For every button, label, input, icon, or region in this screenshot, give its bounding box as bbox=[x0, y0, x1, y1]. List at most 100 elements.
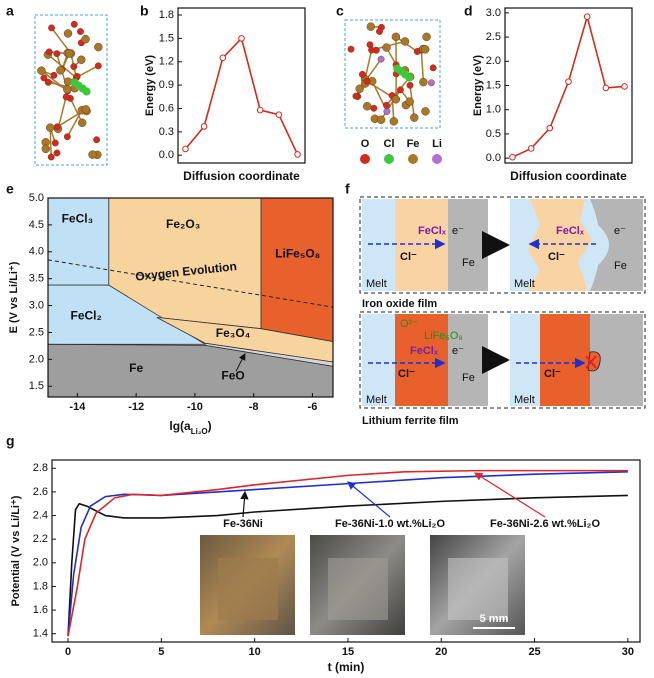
melt-label: Melt bbox=[366, 278, 387, 290]
atom bbox=[400, 37, 410, 46]
bond bbox=[66, 109, 83, 138]
atom bbox=[397, 86, 404, 94]
atom bbox=[50, 71, 58, 79]
bond bbox=[69, 98, 83, 124]
atom bbox=[358, 70, 366, 78]
panel-label: b bbox=[140, 3, 149, 19]
y-tick-label: 1.2 bbox=[159, 56, 174, 68]
y-axis-label: Potential (V vs Li/Li⁺) bbox=[10, 495, 22, 606]
x-axis-label-part: ) bbox=[208, 419, 212, 433]
atom bbox=[77, 28, 84, 35]
phase-region bbox=[260, 197, 334, 343]
alloy bbox=[448, 314, 488, 406]
y-tick-label: 0.9 bbox=[159, 79, 174, 91]
ion-label: Cl⁻ bbox=[398, 368, 415, 380]
region-label: LiFe₅O₈ bbox=[275, 247, 320, 261]
y-axis-label: Energy (eV) bbox=[472, 55, 484, 116]
ion-label: Cl⁻ bbox=[544, 368, 561, 380]
y-tick-label: 0.3 bbox=[159, 126, 174, 138]
alloy bbox=[448, 199, 488, 291]
data-line bbox=[184, 36, 299, 155]
ion-label: Cl⁻ bbox=[548, 251, 565, 263]
caption: Lithium ferrite film bbox=[362, 415, 459, 427]
x-axis-label: Diffusion coordinate bbox=[183, 169, 300, 183]
atom bbox=[81, 34, 90, 44]
label-arrow bbox=[240, 490, 249, 518]
electron-label: e⁻ bbox=[452, 345, 464, 357]
y-tick-label: 2.4 bbox=[33, 509, 48, 521]
legend-label: Li bbox=[432, 138, 442, 150]
atom bbox=[363, 77, 371, 85]
data-point bbox=[602, 84, 610, 92]
data-point bbox=[275, 111, 283, 119]
x-axis-label: lg(aLi₂O) bbox=[169, 419, 211, 435]
electron-label: e⁻ bbox=[452, 225, 464, 237]
y-tick-label: 2.0 bbox=[486, 55, 501, 67]
data-line bbox=[67, 494, 628, 637]
scale-bar-label: 5 mm bbox=[480, 613, 509, 625]
atom bbox=[37, 66, 46, 75]
plot-frame bbox=[51, 459, 641, 643]
legend-label: Cl bbox=[384, 138, 395, 150]
bond bbox=[49, 127, 52, 158]
atom bbox=[383, 101, 390, 109]
ferrite-film bbox=[540, 314, 590, 406]
bond bbox=[420, 50, 425, 83]
y-tick-label: 2.0 bbox=[29, 353, 44, 365]
pit bbox=[595, 225, 609, 265]
legend-swatch bbox=[408, 154, 418, 164]
x-tick-label: -14 bbox=[69, 401, 86, 413]
atom bbox=[47, 153, 55, 161]
atom bbox=[88, 150, 97, 159]
x-axis-label-sub: Li₂O bbox=[191, 427, 208, 436]
oxide-film bbox=[528, 199, 592, 291]
atom bbox=[40, 74, 48, 82]
data-point bbox=[546, 124, 554, 132]
y-tick-label: 1.6 bbox=[33, 604, 48, 616]
label-arrow bbox=[235, 353, 246, 372]
label-arrow bbox=[347, 481, 391, 518]
melt-label: Melt bbox=[514, 394, 535, 406]
atom bbox=[46, 123, 55, 132]
oxide-film bbox=[395, 199, 448, 291]
atom bbox=[366, 22, 376, 31]
blocked-mark bbox=[585, 355, 597, 369]
region-label: Fe bbox=[129, 361, 143, 375]
electron-label: e⁻ bbox=[614, 225, 626, 237]
atom bbox=[421, 45, 430, 54]
y-tick-label: 1.4 bbox=[33, 628, 48, 640]
photos: 5 mm bbox=[200, 535, 525, 635]
atom bbox=[81, 105, 91, 114]
label-arrow bbox=[473, 472, 546, 518]
y-tick-label: 2.6 bbox=[33, 486, 48, 498]
y-tick-label: 2.0 bbox=[33, 557, 48, 569]
metal-label: Fe bbox=[462, 372, 475, 384]
x-axis-label-part: lg(a bbox=[169, 419, 191, 433]
atom bbox=[391, 95, 401, 104]
atom bbox=[405, 73, 414, 82]
melt-label: Melt bbox=[514, 278, 535, 290]
x-tick-label: -12 bbox=[128, 401, 144, 413]
y-tick-label: 0.0 bbox=[159, 149, 174, 161]
atom bbox=[53, 123, 61, 131]
atom bbox=[56, 66, 65, 75]
sample-plate bbox=[218, 558, 278, 620]
region-label: Fe₂O₃ bbox=[166, 217, 200, 231]
y-tick-label: 3.5 bbox=[29, 273, 44, 285]
atom bbox=[406, 81, 414, 89]
data-point bbox=[565, 78, 572, 85]
atom bbox=[389, 117, 399, 126]
panel-label: e bbox=[6, 181, 14, 197]
y-tick-label: 4.5 bbox=[29, 219, 44, 231]
panel-label: f bbox=[345, 181, 350, 197]
atom bbox=[94, 42, 103, 52]
x-tick-label: -10 bbox=[187, 401, 203, 413]
legend-swatch bbox=[432, 154, 442, 164]
x-tick-label: 20 bbox=[435, 646, 447, 658]
atom bbox=[70, 63, 78, 70]
y-tick-label: 1.8 bbox=[33, 580, 48, 592]
legend-label: Fe bbox=[407, 138, 420, 150]
atom bbox=[363, 102, 372, 111]
data-point bbox=[509, 153, 516, 161]
atom bbox=[45, 48, 53, 56]
